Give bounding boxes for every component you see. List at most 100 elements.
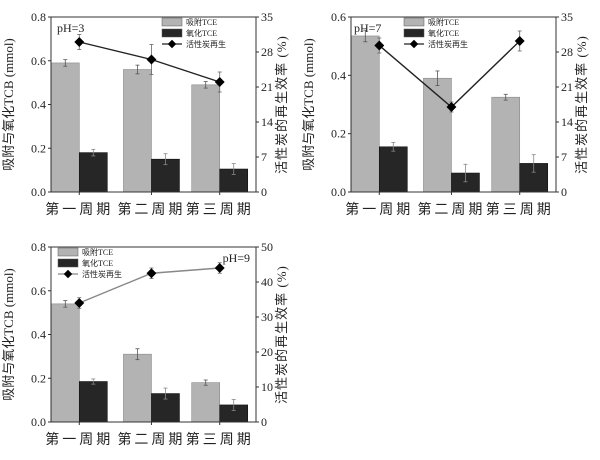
legend-swatch	[161, 28, 183, 38]
y2-tick-label: 7	[261, 150, 267, 164]
subplot-1: 0.0 0.2 0.4 0.6 0.8 0 7 14 21 28 35 第一周期 第二周期 第三周期 吸附与…	[1, 10, 289, 218]
y-tick-label: 0.0	[331, 185, 346, 199]
x-tick-label: 第一周期	[45, 431, 113, 448]
y-tick-label: 0.6	[31, 284, 46, 298]
legend-swatch	[161, 17, 183, 27]
error-bar	[435, 70, 440, 86]
error-bar	[463, 163, 468, 183]
x-tick-label: 第二周期	[117, 431, 185, 448]
legend-swatch	[403, 28, 425, 38]
y2-tick-label: 28	[261, 45, 273, 59]
y2-tick-label: 0	[561, 185, 567, 199]
line-marker-2	[146, 268, 157, 279]
y-tick-label: 0.2	[331, 127, 346, 141]
y-tick-label: 0.4	[31, 98, 46, 112]
line-marker-3	[214, 77, 225, 87]
x-tick-label: 第三周期	[486, 201, 554, 218]
bar-adsorption-3	[191, 382, 221, 423]
legend-marker	[167, 39, 177, 49]
y-tick-label: 0.2	[31, 141, 46, 155]
legend-label: 活性炭再生	[428, 39, 468, 49]
x-tick-label: 第二周期	[117, 201, 185, 218]
ph-annotation: pH=9	[223, 251, 250, 265]
legend-label: 吸附TCE	[428, 17, 459, 27]
ph-annotation: pH=7	[354, 21, 381, 35]
bar-oxidation-1	[78, 152, 108, 193]
legend-marker	[409, 39, 419, 49]
y2-tick-label: 14	[261, 115, 273, 129]
legend-marker	[63, 269, 73, 279]
error-bar	[391, 142, 396, 152]
error-bar	[231, 163, 236, 175]
legend-label: 氧化TCE	[82, 258, 113, 268]
error-bar	[531, 154, 536, 173]
error-bar	[363, 29, 368, 43]
x-tick-label: 第一周期	[45, 201, 113, 218]
line-marker-1	[74, 37, 85, 47]
legend-swatch	[57, 247, 79, 257]
line-marker-3	[514, 36, 525, 46]
y-tick-label: 0.8	[31, 240, 46, 254]
y2-axis-label: 活性炭的再生效率 (%)	[274, 265, 289, 404]
error-bar	[163, 387, 168, 400]
y-tick-label: 0.4	[331, 68, 346, 82]
bar-adsorption-1	[50, 62, 80, 193]
y2-tick-label: 50	[261, 240, 273, 254]
ph-annotation: pH=3	[57, 21, 84, 35]
y2-tick-label: 20	[261, 345, 273, 359]
y2-tick-label: 21	[261, 80, 273, 94]
subplot-2: 0.0 0.2 0.4 0.6 0 7 14 21 28 35 第一周期 第二周期 第三周期 吸附与氧化T…	[301, 10, 589, 218]
y-tick-label: 0.2	[31, 371, 46, 385]
y2-tick-label: 28	[561, 45, 573, 59]
y-tick-label: 0.0	[31, 185, 46, 199]
legend-label: 吸附TCE	[186, 17, 217, 27]
y2-tick-label: 10	[261, 380, 273, 394]
bar-adsorption-3	[491, 96, 521, 193]
y2-tick-label: 0	[261, 185, 267, 199]
y2-tick-label: 30	[261, 310, 273, 324]
y-tick-label: 0.0	[31, 415, 46, 429]
x-tick-label: 第三周期	[186, 431, 254, 448]
error-bar	[203, 81, 208, 89]
error-bar	[135, 64, 140, 75]
y-tick-label: 0.8	[31, 10, 46, 24]
x-tick-label: 第一周期	[345, 201, 413, 218]
y-axis-label: 吸附与氧化TCB (mmol)	[1, 38, 16, 171]
legend-label: 氧化TCE	[186, 28, 217, 38]
y2-tick-label: 40	[261, 275, 273, 289]
bar-oxidation-1	[78, 381, 108, 423]
error-bar	[231, 399, 236, 411]
plot-frame	[350, 16, 557, 193]
error-bar	[63, 300, 68, 308]
bar-adsorption-1	[50, 303, 80, 423]
y2-tick-label: 14	[561, 115, 573, 129]
y-tick-label: 0.4	[31, 328, 46, 342]
y2-tick-label: 35	[261, 10, 273, 24]
line-marker-2	[146, 54, 157, 65]
error-bar	[91, 378, 96, 385]
legend-label: 活性炭再生	[186, 39, 226, 49]
error-bar	[203, 379, 208, 386]
y2-tick-label: 35	[561, 10, 573, 24]
legend-label: 吸附TCE	[82, 247, 113, 257]
x-tick-label: 第二周期	[417, 201, 485, 218]
error-bar	[91, 148, 96, 157]
y-tick-label: 0.6	[331, 10, 346, 24]
y-tick-label: 0.6	[31, 54, 46, 68]
error-bar	[63, 59, 68, 67]
line-marker-3	[214, 263, 225, 273]
bar-adsorption-3	[191, 84, 221, 193]
y-axis-label: 吸附与氧化TCB (mmol)	[1, 268, 16, 401]
y2-axis-label: 活性炭的再生效率 (%)	[574, 35, 589, 174]
bar-oxidation-1	[378, 146, 408, 193]
bar-adsorption-2	[123, 353, 152, 423]
legend-label: 活性炭再生	[82, 269, 122, 279]
error-bar	[163, 153, 168, 166]
x-tick-label: 第三周期	[186, 201, 254, 218]
legend-label: 氧化TCE	[428, 28, 459, 38]
error-bar	[503, 93, 508, 101]
bar-adsorption-1	[350, 35, 380, 193]
